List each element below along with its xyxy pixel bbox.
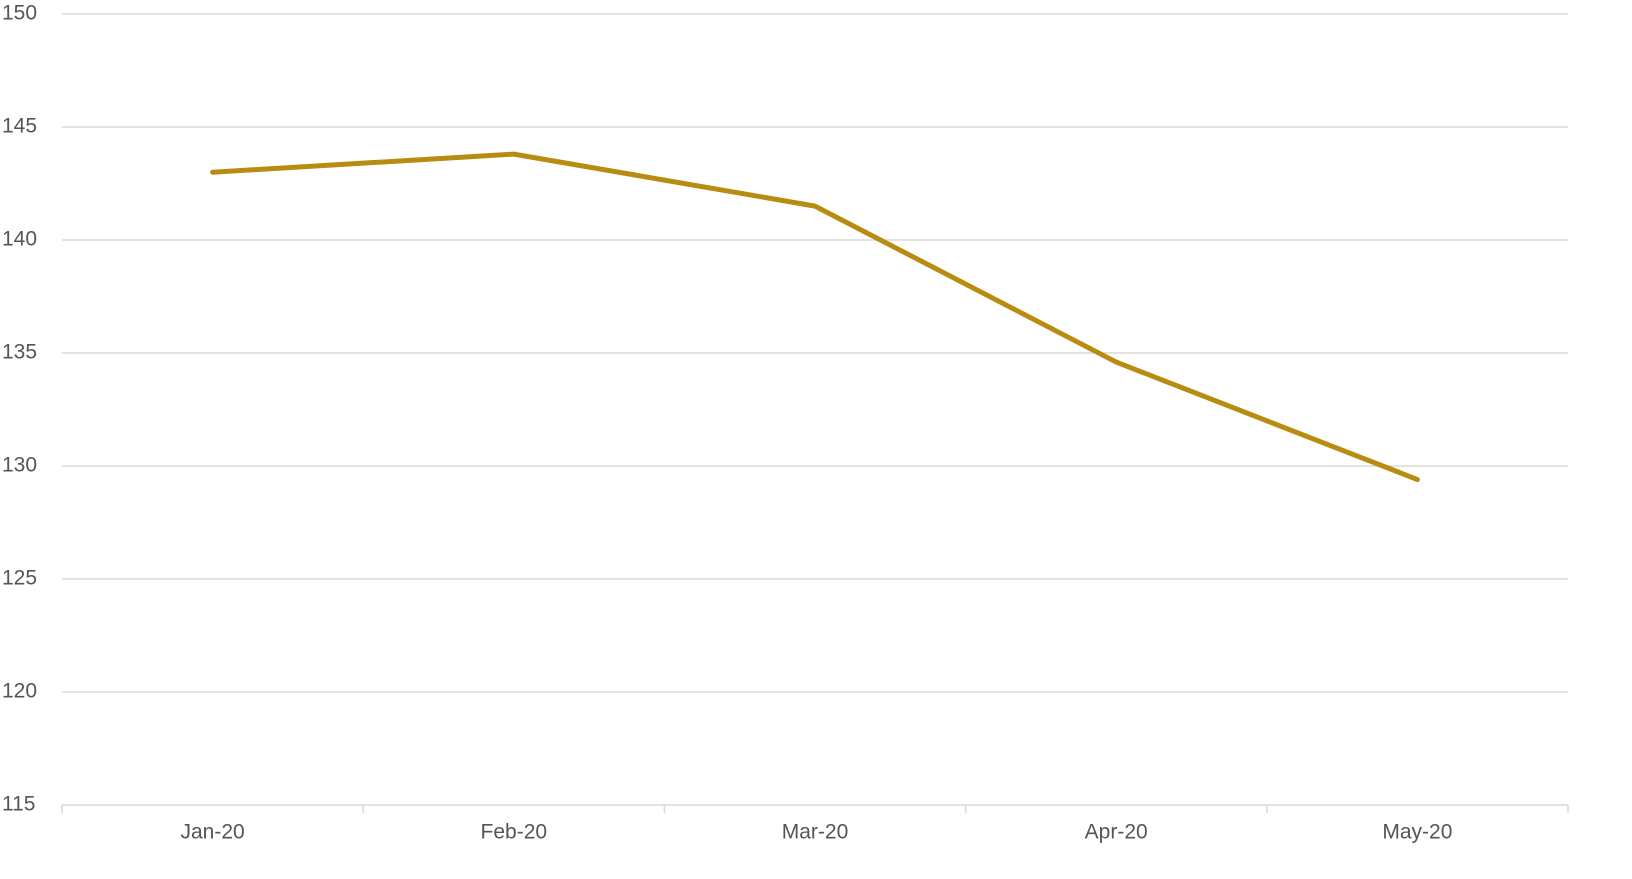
x-tick-label: Apr-20: [1085, 821, 1148, 844]
y-tick-label: 135: [2, 341, 37, 364]
y-tick-label: 130: [2, 454, 37, 477]
y-tick-label: 125: [2, 567, 37, 590]
line-series: [210, 151, 1420, 483]
y-tick-label: 145: [2, 115, 37, 138]
x-tick-label: May-20: [1382, 821, 1452, 844]
x-tick-label: Mar-20: [782, 821, 849, 844]
y-tick-label: 150: [2, 2, 37, 25]
x-tick-label: Jan-20: [180, 821, 244, 844]
x-tick-label: Feb-20: [481, 821, 548, 844]
y-tick-label: 120: [2, 680, 37, 703]
y-tick-label: 115: [2, 793, 35, 816]
y-tick-label: 140: [2, 228, 37, 251]
